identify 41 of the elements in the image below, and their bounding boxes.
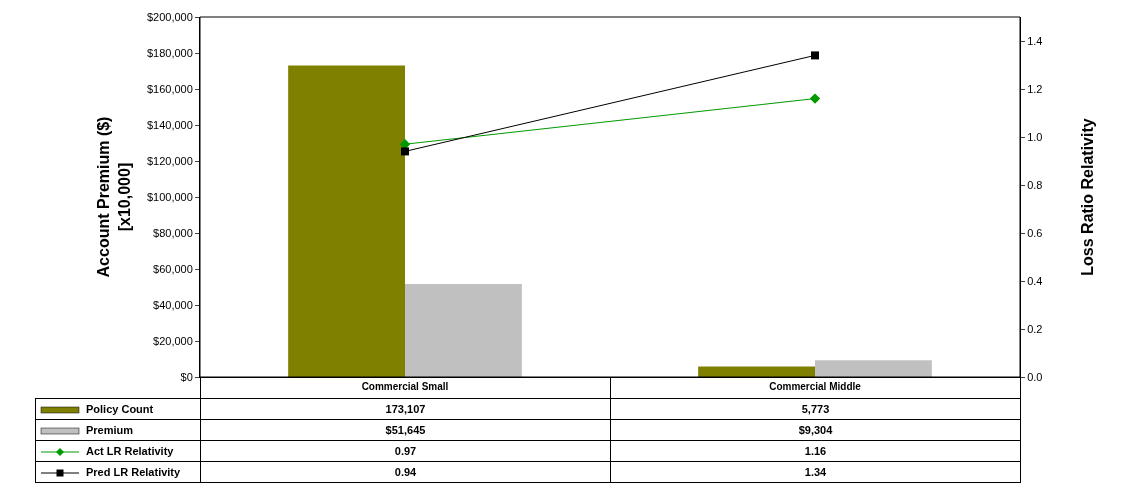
y-tick-label: $100,000	[146, 190, 193, 203]
point	[401, 147, 409, 156]
y2-tick-label: 0.6	[1027, 226, 1043, 239]
y2-axis-title: Loss Ratio Relativity	[1079, 118, 1097, 276]
y2-tick-label: 1.0	[1027, 130, 1043, 143]
data-label: 1.34	[610, 461, 1021, 483]
y-tick-label: $40,000	[153, 298, 193, 311]
y-tick-label: $120,000	[146, 154, 193, 167]
legend-label: Act LR Relativity	[86, 444, 174, 457]
data-label: 1.16	[610, 440, 1021, 462]
y2-tick-label: 0.2	[1027, 322, 1043, 335]
y-tick-label: $180,000	[146, 46, 193, 59]
data-label: $51,645	[200, 419, 611, 441]
y-tick-label: $200,000	[146, 10, 193, 23]
data-label: $9,304	[610, 419, 1021, 441]
legend-label: Policy Count	[86, 402, 154, 415]
point	[811, 51, 819, 60]
y-tick-label: $0	[180, 370, 193, 383]
y-tick-label: $60,000	[153, 262, 193, 275]
data-label: 173,107	[200, 398, 611, 420]
y2-tick-label: 0.4	[1027, 274, 1043, 287]
point	[809, 93, 821, 104]
x-tick-label: Commercial Small	[361, 381, 449, 392]
legend-label: Pred LR Relativity	[86, 465, 181, 478]
y-tick-label: $20,000	[153, 334, 193, 347]
bar	[815, 360, 932, 377]
data-label: 0.94	[200, 461, 611, 483]
y2-tick-label: 0.0	[1027, 370, 1043, 383]
x-tick-label: Commercial Middle	[769, 381, 862, 392]
y-axis-title: Account Premium ($) [x10,000]	[95, 116, 133, 278]
legend-label: Premium	[86, 423, 134, 436]
y-tick-label: $140,000	[146, 118, 193, 131]
data-label: 0.97	[200, 440, 611, 462]
y-tick-label: $160,000	[146, 82, 193, 95]
bar	[288, 65, 405, 377]
y-tick-label: $80,000	[153, 226, 193, 239]
y2-tick-label: 1.4	[1027, 34, 1043, 47]
y2-tick-label: 1.2	[1027, 82, 1043, 95]
y2-tick-label: 0.8	[1027, 178, 1043, 191]
bar	[405, 284, 522, 377]
data-label: 5,773	[610, 398, 1021, 420]
